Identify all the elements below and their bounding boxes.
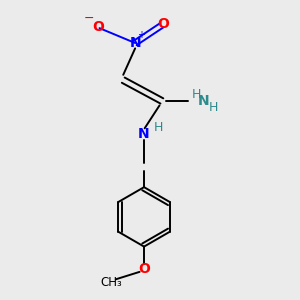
Text: N: N	[129, 36, 141, 50]
Text: H: H	[192, 88, 201, 101]
Text: N: N	[198, 94, 209, 108]
Text: H: H	[209, 101, 219, 114]
Text: −: −	[84, 12, 94, 25]
Text: H: H	[154, 121, 163, 134]
Text: O: O	[138, 262, 150, 276]
Text: O: O	[158, 17, 169, 31]
Text: CH₃: CH₃	[100, 276, 122, 289]
Text: +: +	[137, 30, 145, 40]
Text: N: N	[138, 127, 150, 141]
Text: O: O	[92, 20, 104, 34]
